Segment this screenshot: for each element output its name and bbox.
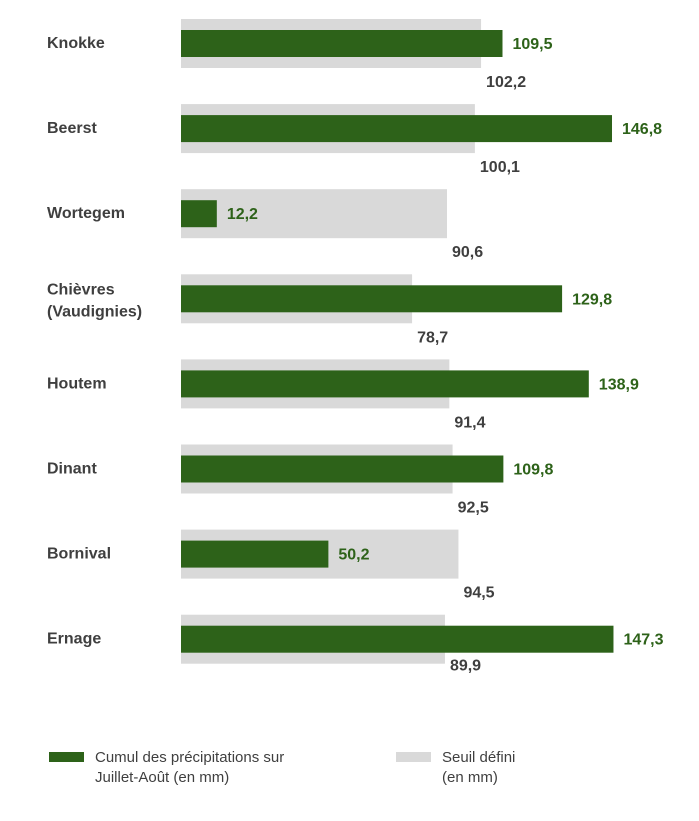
- threshold-value-label: 94,5: [463, 585, 494, 602]
- threshold-value-label: 102,2: [486, 74, 526, 91]
- category-label: Houtem: [47, 375, 107, 392]
- precipitation-bar: [181, 285, 563, 313]
- category-label: Bornival: [47, 546, 111, 563]
- precipitation-value-label: 12,2: [227, 206, 258, 223]
- category-label: Knokke: [47, 35, 105, 52]
- category-label: Dinant: [47, 461, 97, 478]
- precipitation-value-label: 109,5: [512, 36, 552, 53]
- category-label: Beerst: [47, 120, 97, 137]
- bar-chart: Knokke 109,5 102,2 Beerst 146,8 100,1 Wortegem…: [47, 19, 664, 675]
- category-label: Chièvres (Vaudignies): [47, 281, 142, 320]
- precipitation-bar: [181, 625, 614, 653]
- legend-label-seuil-line1: Seuil défini: [442, 749, 516, 766]
- legend-label-seuil-line2: (en mm): [442, 769, 498, 786]
- legend-label-cumul-line2: Juillet-Août (en mm): [95, 769, 230, 786]
- threshold-bar: [181, 189, 448, 239]
- precipitation-bar: [181, 455, 504, 483]
- threshold-value-label: 90,6: [452, 244, 483, 261]
- legend-swatch-seuil: [396, 752, 431, 762]
- threshold-value-label: 92,5: [458, 500, 489, 517]
- precipitation-value-label: 109,8: [513, 462, 553, 479]
- precipitation-value-label: 129,8: [572, 291, 612, 308]
- precipitation-value-label: 50,2: [338, 547, 369, 564]
- precipitation-value-label: 147,3: [623, 632, 663, 649]
- threshold-value-label: 100,1: [480, 159, 520, 176]
- precipitation-bar: [181, 540, 329, 568]
- precipitation-bar: [181, 115, 613, 143]
- precipitation-value-label: 146,8: [622, 121, 662, 138]
- precipitation-bar: [181, 370, 589, 398]
- legend-label-cumul-line1: Cumul des précipitations sur: [95, 749, 285, 766]
- category-label: Wortegem: [47, 205, 125, 222]
- category-label: Ernage: [47, 631, 101, 648]
- legend-swatch-cumul: [49, 752, 84, 762]
- threshold-value-label: 91,4: [454, 414, 485, 431]
- threshold-value-label: 78,7: [417, 329, 448, 346]
- precipitation-bar: [181, 200, 217, 228]
- precipitation-value-label: 138,9: [599, 376, 639, 393]
- precipitation-bar: [181, 30, 503, 57]
- threshold-value-label: 89,9: [450, 658, 481, 675]
